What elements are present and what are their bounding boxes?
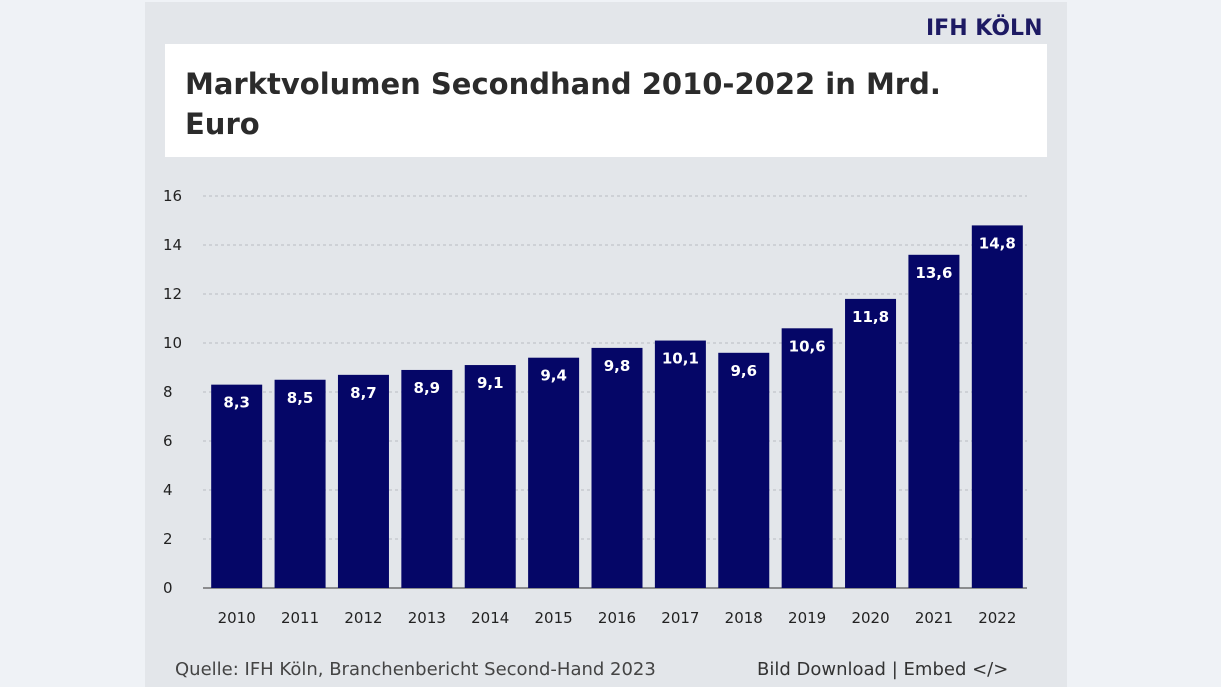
bar-value-label: 8,9 [414, 379, 441, 397]
x-tick-label: 2021 [915, 609, 953, 627]
bar [654, 340, 706, 588]
y-tick-label: 2 [163, 530, 173, 548]
y-tick-label: 14 [163, 236, 182, 254]
download-image-link[interactable]: Bild Download [757, 659, 886, 680]
bar-value-label: 10,1 [662, 350, 699, 368]
bar [845, 298, 897, 588]
bar [591, 347, 643, 588]
y-tick-label: 10 [163, 334, 182, 352]
x-tick-label: 2015 [535, 609, 573, 627]
source-note: Quelle: IFH Köln, Branchenbericht Second… [175, 659, 656, 680]
y-tick-label: 8 [163, 383, 173, 401]
bar-value-label: 8,5 [287, 389, 314, 407]
x-tick-label: 2013 [408, 609, 446, 627]
bar [464, 365, 516, 588]
bar [274, 379, 326, 588]
bar [908, 254, 960, 589]
bar [971, 225, 1023, 588]
embed-link[interactable]: Embed </> [903, 659, 1009, 680]
ifh-logo: IFH KÖLN [926, 16, 1043, 41]
bar-value-label: 8,7 [350, 384, 377, 402]
bar-value-label: 8,3 [223, 394, 250, 412]
bar-value-label: 13,6 [915, 264, 952, 282]
x-tick-label: 2020 [851, 609, 889, 627]
y-tick-label: 6 [163, 432, 173, 450]
bar [401, 369, 453, 588]
x-tick-label: 2012 [344, 609, 382, 627]
x-tick-label: 2017 [661, 609, 699, 627]
bar [337, 374, 389, 588]
bar-value-label: 11,8 [852, 308, 889, 326]
title-box: Marktvolumen Secondhand 2010-2022 in Mrd… [165, 44, 1047, 157]
bar-value-label: 9,4 [540, 367, 567, 385]
bar-chart: 0 2 4 6 8 10 12 14 16 8,3 2010 8,5 2011 8,7 2012 8,9 201… [163, 187, 1027, 627]
chart-title: Marktvolumen Secondhand 2010-2022 in Mrd… [185, 67, 941, 141]
x-tick-label: 2018 [725, 609, 763, 627]
footer-actions: Bild Download | Embed </> [757, 659, 1008, 680]
x-tick-label: 2011 [281, 609, 319, 627]
x-tick-label: 2014 [471, 609, 509, 627]
x-tick-label: 2019 [788, 609, 826, 627]
y-tick-label: 4 [163, 481, 173, 499]
x-tick-label: 2010 [218, 609, 256, 627]
bar-value-label: 9,8 [604, 357, 631, 375]
bar-value-label: 9,1 [477, 374, 504, 392]
footer-separator: | [891, 659, 898, 680]
bar [718, 352, 770, 588]
x-tick-label: 2022 [978, 609, 1016, 627]
y-tick-label: 0 [163, 579, 173, 597]
x-tick-label: 2016 [598, 609, 636, 627]
y-tick-label: 12 [163, 285, 182, 303]
bar [781, 328, 833, 588]
bar-value-label: 14,8 [979, 234, 1016, 252]
bar-value-label: 10,6 [789, 337, 826, 355]
bar [528, 357, 580, 588]
y-tick-label: 16 [163, 187, 182, 205]
bar-value-label: 9,6 [730, 362, 757, 380]
bar [211, 384, 263, 588]
